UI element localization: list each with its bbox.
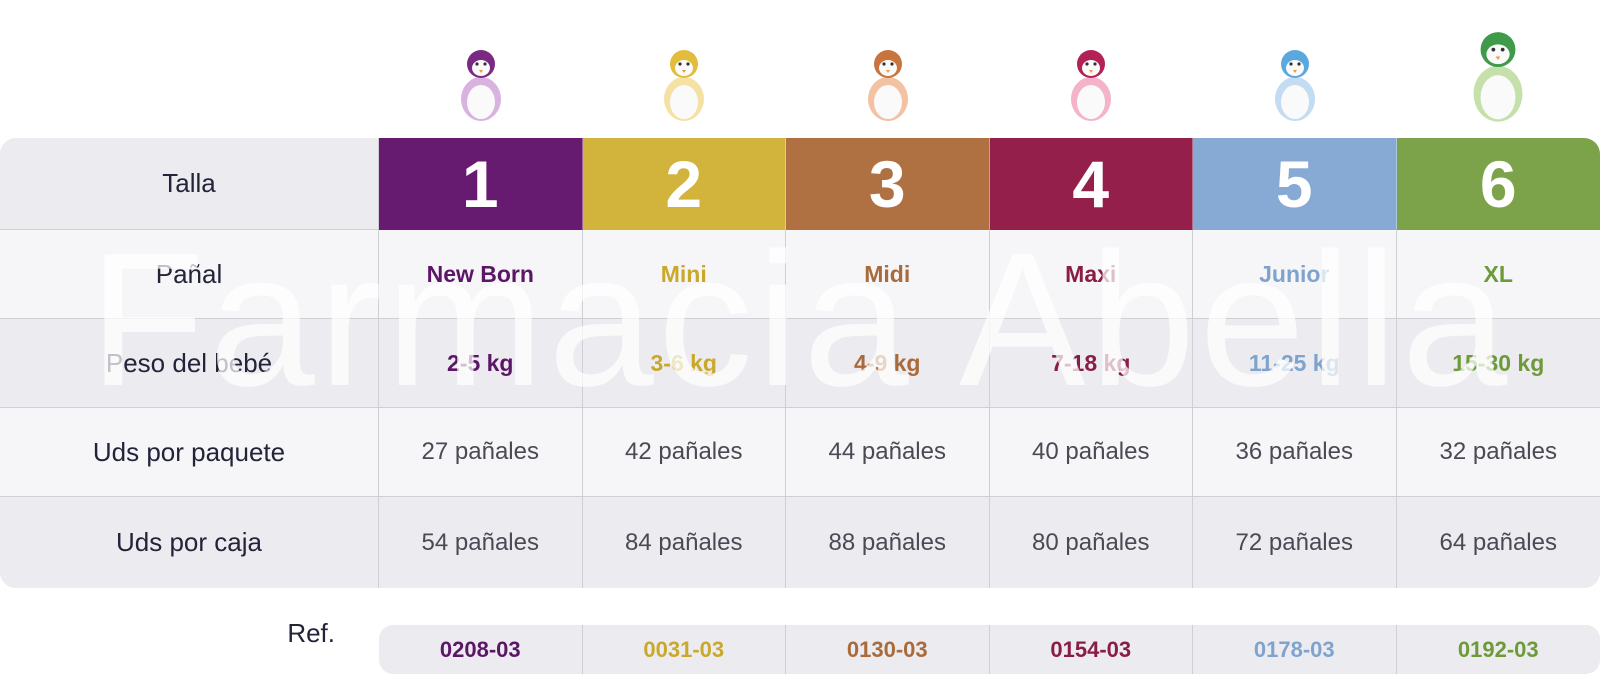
pack-count-3: 44 pañales <box>786 408 990 497</box>
size-cell-5: 5 <box>1193 138 1397 230</box>
penguin-3 <box>786 0 990 138</box>
weight-2: 3-6 kg <box>582 319 786 408</box>
penguin-4 <box>990 0 1194 138</box>
ref-code-4: 0154-03 <box>990 625 1193 674</box>
pack-count-2: 42 pañales <box>582 408 786 497</box>
ref-code-3: 0130-03 <box>786 625 990 674</box>
label-peso: Peso del bebé <box>0 319 379 408</box>
box-count-2: 84 pañales <box>582 497 786 588</box>
pack-count-1: 27 pañales <box>379 408 583 497</box>
size-cell-2: 2 <box>582 138 786 230</box>
penguin-row <box>379 0 1600 138</box>
penguin-6 <box>1397 0 1600 138</box>
diaper-name-4: Maxi <box>989 230 1193 319</box>
box-count-5: 72 pañales <box>1193 497 1397 588</box>
ref-code-6: 0192-03 <box>1457 636 1539 662</box>
box-count-1: 54 pañales <box>379 497 583 588</box>
diaper-name-5: Junior <box>1193 230 1397 319</box>
weight-4: 7-18 kg <box>989 319 1193 408</box>
weight-5: 11-25 kg <box>1193 319 1397 408</box>
penguin-2 <box>583 0 787 138</box>
pack-count-6: 32 pañales <box>1396 408 1600 497</box>
penguin-green-icon <box>1473 32 1523 122</box>
penguin-red-icon <box>1071 50 1112 121</box>
size-cell-1: 1 <box>379 138 583 230</box>
box-count-6: 64 pañales <box>1396 497 1600 588</box>
label-talla: Talla <box>0 138 379 230</box>
ref-bar: 0208-03 0031-03 0130-03 0154-03 0178-03 … <box>379 625 1600 674</box>
penguin-5 <box>1193 0 1397 138</box>
penguin-blue-icon <box>1274 50 1315 121</box>
size-cell-3: 3 <box>786 138 990 230</box>
size-table: Talla 1 2 3 4 5 6 Pañal New Born Mini Mi… <box>0 138 1600 588</box>
diaper-name-2: Mini <box>582 230 786 319</box>
ref-label: Ref. <box>287 618 335 648</box>
diaper-name-6: XL <box>1396 230 1600 319</box>
diaper-name-3: Midi <box>786 230 990 319</box>
ref-code-5: 0178-03 <box>1193 625 1397 674</box>
size-cell-4: 4 <box>989 138 1193 230</box>
size-cell-6: 6 <box>1396 138 1600 230</box>
penguin-1 <box>379 0 583 138</box>
penguin-purple-icon <box>460 50 501 121</box>
label-paquete: Uds por paquete <box>0 408 379 497</box>
label-caja: Uds por caja <box>0 497 379 588</box>
box-count-4: 80 pañales <box>989 497 1193 588</box>
pack-count-5: 36 pañales <box>1193 408 1397 497</box>
weight-1: 2-5 kg <box>379 319 583 408</box>
box-count-3: 88 pañales <box>786 497 990 588</box>
diaper-name-1: New Born <box>379 230 583 319</box>
weight-3: 4-9 kg <box>786 319 990 408</box>
penguin-orange-icon <box>867 50 908 121</box>
pack-count-4: 40 pañales <box>989 408 1193 497</box>
weight-6: 15-30 kg <box>1396 319 1600 408</box>
ref-code-2: 0031-03 <box>583 625 786 674</box>
label-panal: Pañal <box>0 230 379 319</box>
ref-code-1: 0208-03 <box>379 625 583 674</box>
penguin-yellow-icon <box>664 50 705 121</box>
